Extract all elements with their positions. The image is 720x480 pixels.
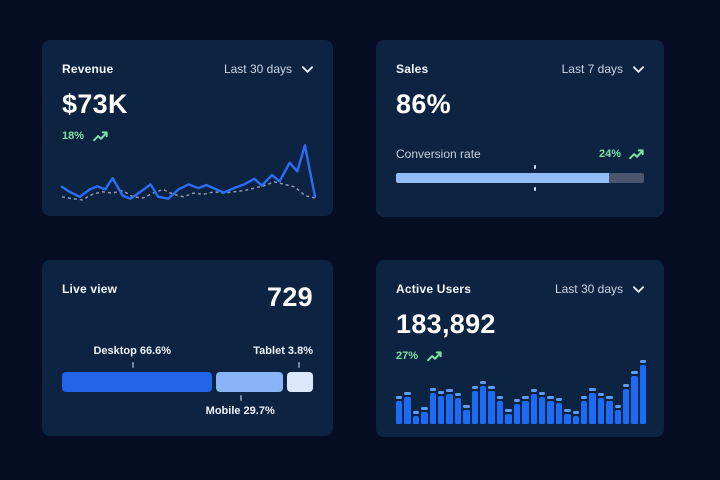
active-users-delta-row: 27% [396,350,644,362]
conversion-delta: 24% [598,148,621,160]
revenue-range-label: Last 30 days [223,62,292,76]
daily-users-bar [580,395,588,424]
progress-fill [396,173,610,183]
live-view-title: Live view [62,282,118,296]
daily-users-bar [463,405,470,424]
daily-users-bar [538,392,546,424]
sales-range-dropdown[interactable]: Last 7 days [562,62,644,76]
trending-up-icon [629,148,644,160]
daily-users-bar [412,411,420,424]
daily-users-bar [547,395,554,424]
revenue-card-header: Revenue Last 30 days [62,62,313,76]
daily-users-bar [404,392,411,424]
live-view-value: 729 [267,282,313,312]
desktop-tick [132,362,135,368]
desktop-segment-label: Desktop 66.6% [93,345,172,357]
active-users-title: Active Users [396,282,472,296]
daily-users-bar [564,408,571,424]
daily-users-bar [597,392,605,424]
conversion-rate-label: Conversion rate [396,147,481,161]
active-users-range-dropdown[interactable]: Last 30 days [555,282,644,296]
active-users-bar-chart [396,360,647,424]
active-users-value: 183,892 [396,309,496,339]
daily-users-bar [572,411,579,424]
conversion-progress-bar [396,165,644,191]
daily-users-bar [396,396,403,424]
daily-users-bar [421,407,428,424]
revenue-delta: 18% [62,130,85,142]
active-users-card: Active Users Last 30 days 183,892 27% [376,260,664,437]
revenue-range-dropdown[interactable]: Last 30 days [224,62,313,76]
daily-users-bar [496,396,504,424]
sales-title: Sales [396,62,429,76]
revenue-title: Revenue [62,62,114,76]
active-users-delta: 27% [396,350,419,362]
active-users-range-label: Last 30 days [554,282,623,296]
daily-users-bar [631,370,638,424]
daily-users-bar [622,383,630,424]
daily-users-bar [606,396,613,424]
daily-users-bar [530,389,537,424]
mobile-segment [216,372,283,392]
device-split-stacked-bar [62,372,313,392]
daily-users-bar [429,387,437,424]
tablet-tick [298,362,300,368]
chevron-down-icon [302,65,313,73]
daily-users-bar [522,396,529,424]
chevron-down-icon [633,285,644,293]
daily-users-bar [639,360,647,424]
revenue-current-series-line [62,145,315,198]
revenue-card: Revenue Last 30 days $73K 18% [42,40,333,216]
conversion-delta-row: 24% [599,148,644,160]
sales-card: Sales Last 7 days 86% Conversion rate 24… [376,40,664,217]
daily-users-bar [438,391,445,424]
daily-users-bar [488,386,495,424]
revenue-delta-row: 18% [62,130,313,142]
mobile-segment-label: Mobile 29.7% [205,405,275,417]
revenue-value: $73K [62,89,128,119]
trending-up-icon [427,350,442,362]
mobile-tick [240,395,243,401]
daily-users-bar [446,389,453,424]
daily-users-bar [480,381,487,424]
chevron-down-icon [633,65,644,73]
desktop-segment [62,372,213,392]
daily-users-bar [589,387,596,424]
sales-card-header: Sales Last 7 days [396,62,644,76]
tablet-segment [287,372,313,392]
sales-value: 86% [396,89,451,119]
sales-range-label: Last 7 days [561,62,623,76]
daily-users-bar [505,409,512,424]
progress-midpoint-marker [533,165,536,169]
revenue-line-chart [62,139,315,203]
progress-track [396,173,644,183]
daily-users-bar [471,385,479,424]
revenue-previous-series-line [62,182,315,200]
device-split-chart: Desktop 66.6% Tablet 3.8% Mobile 29.7% [62,345,313,433]
progress-midpoint-marker [533,187,536,191]
trending-up-icon [93,130,108,142]
live-view-header: Live view 729 [62,282,313,311]
active-users-card-header: Active Users Last 30 days [396,282,644,296]
daily-users-bar [454,392,462,424]
daily-users-bar [614,405,621,424]
daily-users-bar [555,398,563,424]
daily-users-bar [513,399,521,424]
tablet-segment-label: Tablet 3.8% [253,345,313,357]
live-view-card: Live view 729 Desktop 66.6% Tablet 3.8% … [42,260,333,436]
conversion-rate-row: Conversion rate 24% [396,147,644,161]
